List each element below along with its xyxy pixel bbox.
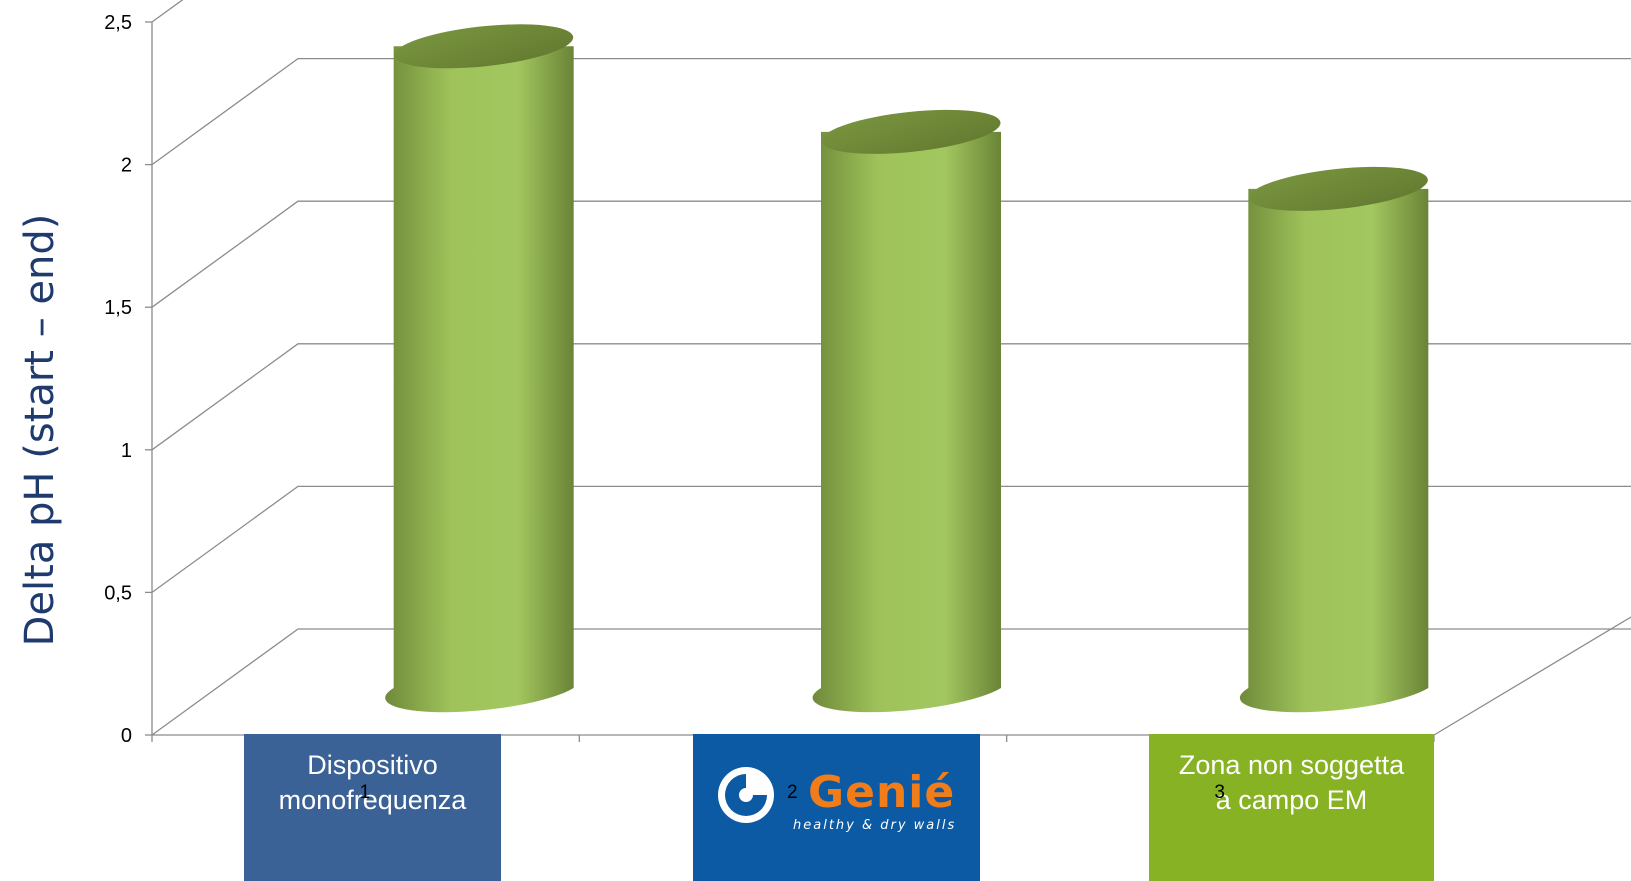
gridline <box>151 57 1631 166</box>
category-label-text: Zona non soggetta a campo EM <box>1178 750 1405 816</box>
bar-body <box>385 46 574 713</box>
gridline <box>151 0 184 23</box>
y-tick-label: 0,5 <box>104 582 132 604</box>
y-axis-label-container: Delta pH (start – end) <box>0 0 80 881</box>
bar-body <box>1239 188 1429 713</box>
genie-logo-tagline: healthy & dry walls <box>793 818 957 833</box>
y-axis-label: Delta pH (start – end) <box>17 213 63 647</box>
x-tick-label: 3 <box>1214 782 1225 803</box>
category-label-box: Genié healthy & dry walls <box>693 734 980 881</box>
bar <box>385 24 574 713</box>
genie-logo-icon <box>718 767 774 823</box>
gridline <box>151 343 1631 451</box>
y-tick-label: 0 <box>121 725 132 747</box>
bar-top <box>1248 166 1428 211</box>
bar-top <box>821 109 1001 154</box>
bar <box>1239 166 1429 713</box>
genie-logo-word: Genié <box>808 767 956 818</box>
bar-body <box>812 131 1001 713</box>
category-label-text: Dispositivo monofrequenza <box>278 750 467 816</box>
bar-layer <box>385 24 1429 713</box>
category-label-box: Dispositivo monofrequenza <box>244 734 501 881</box>
category-label-box: Zona non soggetta a campo EM <box>1149 734 1434 881</box>
gridline <box>151 200 1631 308</box>
gridline <box>151 485 1631 593</box>
floor-right-edge <box>1433 616 1631 736</box>
axis-layer: 0 0,5 1 1,5 2 2,5 <box>104 12 1435 747</box>
x-tick-label: 1 <box>359 782 371 803</box>
y-tick-label: 2,5 <box>104 12 132 34</box>
gridline <box>151 628 1631 736</box>
y-tick-label: 1,5 <box>104 297 132 319</box>
y-tick-label: 1 <box>121 440 132 462</box>
x-tick-label: 2 <box>787 782 798 803</box>
bar <box>812 109 1001 713</box>
bar-top <box>394 24 574 69</box>
y-tick-label: 2 <box>121 155 132 177</box>
